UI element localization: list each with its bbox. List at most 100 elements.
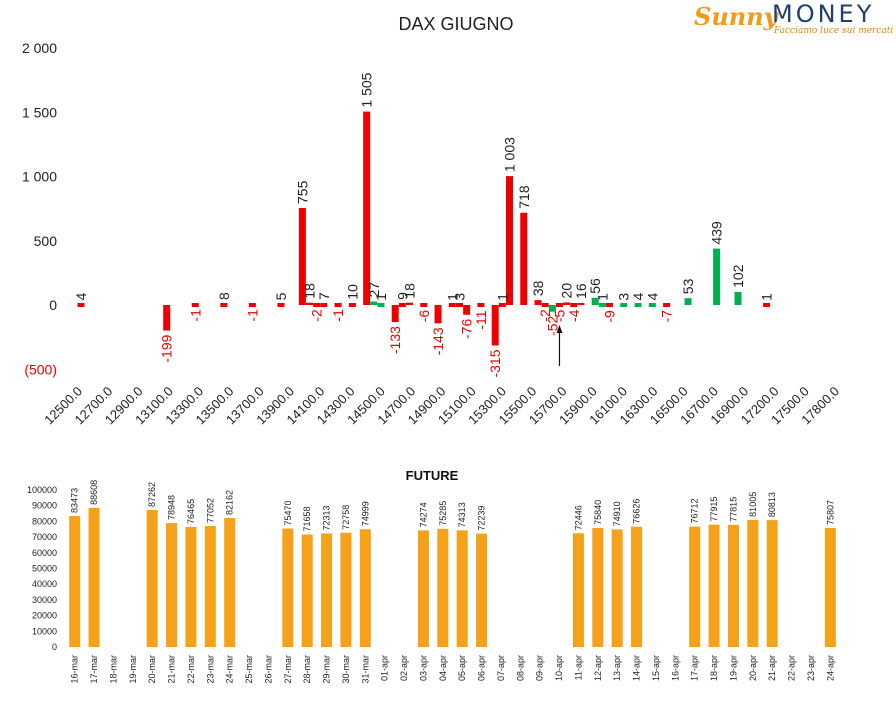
- future-y-tick-label: 100000: [27, 485, 57, 495]
- bar-value-label: -315: [487, 349, 503, 377]
- bar-value-label: 102: [730, 264, 746, 288]
- future-bar: [321, 533, 333, 647]
- bar: [406, 302, 414, 305]
- bar-value-label: -199: [159, 334, 175, 362]
- bar: [534, 300, 542, 305]
- bar: [448, 303, 456, 307]
- bar: [398, 303, 406, 307]
- future-x-tick-label: 23-apr: [806, 655, 816, 681]
- future-x-tick-label: 28-mar: [302, 655, 312, 684]
- future-bar-value-label: 72758: [341, 505, 351, 530]
- future-bar: [301, 534, 313, 647]
- future-bar: [727, 524, 739, 647]
- bar: [734, 291, 742, 305]
- future-x-tick-label: 15-apr: [651, 655, 661, 681]
- bar-value-label: 718: [516, 185, 532, 209]
- future-x-tick-label: 22-mar: [186, 655, 196, 684]
- bar-value-label: 20: [559, 283, 575, 299]
- future-x-tick-label: 16-mar: [70, 655, 80, 684]
- future-x-tick-label: 23-mar: [205, 655, 215, 684]
- bar: [634, 303, 642, 307]
- future-y-tick-label: 30000: [32, 595, 57, 605]
- logo-sunny: Sunny: [694, 2, 778, 31]
- bar: [605, 303, 613, 307]
- future-y-tick-label: 10000: [32, 626, 57, 636]
- future-x-tick-label: 16-apr: [670, 655, 680, 681]
- logo-tagline: Facciamo luce sui mercati: [774, 26, 894, 36]
- bar: [663, 303, 671, 307]
- bar-value-label: -76: [459, 319, 475, 339]
- bar: [577, 302, 585, 305]
- future-x-tick-label: 31-mar: [360, 655, 370, 684]
- future-x-tick-label: 19-apr: [728, 655, 738, 681]
- bar: [377, 303, 385, 307]
- bar: [463, 305, 471, 315]
- future-bar: [824, 527, 836, 647]
- bar: [648, 303, 656, 307]
- future-bar-value-label: 74910: [612, 501, 622, 526]
- bar-value-label: 1: [594, 293, 610, 301]
- future-bar-value-label: 75470: [283, 500, 293, 525]
- future-x-tick-label: 27-mar: [283, 655, 293, 684]
- future-y-tick-label: 80000: [32, 516, 57, 526]
- bar-value-label: 4: [644, 292, 660, 300]
- future-bar-value-label: 82162: [225, 490, 235, 515]
- future-x-tick-label: 11-apr: [573, 655, 583, 680]
- future-bar-value-label: 76465: [186, 499, 196, 524]
- future-bar-value-label: 80813: [767, 492, 777, 517]
- future-x-tick-label: 17-mar: [89, 655, 99, 684]
- bar-value-label: -7: [659, 310, 675, 323]
- future-x-tick-label: 14-apr: [632, 655, 642, 681]
- future-bar: [282, 528, 294, 647]
- future-bar-value-label: 76712: [690, 499, 700, 524]
- future-y-tick-label: 40000: [32, 579, 57, 589]
- bar-value-label: -1: [244, 309, 260, 322]
- future-bar: [359, 529, 371, 647]
- bar-value-label: -143: [430, 327, 446, 355]
- bar: [570, 303, 578, 307]
- bar: [684, 298, 692, 305]
- future-y-tick-label: 0: [52, 642, 57, 652]
- future-x-tick-label: 07-apr: [496, 655, 506, 681]
- bar: [298, 207, 306, 305]
- bar-value-label: 4: [73, 292, 89, 300]
- bar: [713, 248, 721, 305]
- future-x-tick-label: 20-mar: [147, 655, 157, 684]
- bar-value-label: -6: [416, 310, 432, 323]
- future-bar: [204, 526, 216, 647]
- future-x-tick-label: 02-apr: [399, 655, 409, 681]
- bar-value-label: -1: [187, 309, 203, 322]
- future-bar: [456, 530, 468, 647]
- bar: [220, 303, 228, 307]
- future-y-tick-label: 70000: [32, 532, 57, 542]
- logo-money: MONEY: [772, 0, 875, 28]
- future-x-tick-label: 06-apr: [477, 655, 487, 681]
- future-bar: [437, 528, 449, 647]
- bar-value-label: -2: [309, 309, 325, 322]
- bar-value-label: 1: [444, 293, 460, 301]
- future-bar-value-label: 88608: [89, 480, 99, 505]
- bar-value-label: -2: [537, 309, 553, 322]
- bar-value-label: -52: [544, 315, 560, 335]
- future-x-tick-label: 25-mar: [244, 655, 254, 684]
- future-bar: [166, 523, 178, 647]
- bar: [313, 303, 321, 307]
- bar: [77, 303, 85, 307]
- bar: [391, 305, 399, 323]
- bar: [191, 303, 199, 307]
- future-bar: [708, 524, 720, 647]
- chart-title: DAX GIUGNO: [398, 14, 513, 34]
- future-bar-value-label: 74274: [418, 502, 428, 527]
- bar-value-label: 18: [402, 283, 418, 299]
- bar: [591, 297, 599, 305]
- bar: [763, 303, 771, 307]
- y-tick-label: 0: [49, 297, 57, 313]
- bar-value-label: 3: [452, 293, 468, 301]
- bar-value-label: 18: [302, 283, 318, 299]
- future-x-tick-label: 21-apr: [767, 655, 777, 681]
- bar: [598, 303, 606, 307]
- future-x-tick-label: 30-mar: [341, 655, 351, 684]
- y-tick-label: (500): [24, 361, 57, 377]
- bar-value-label: 1: [759, 293, 775, 301]
